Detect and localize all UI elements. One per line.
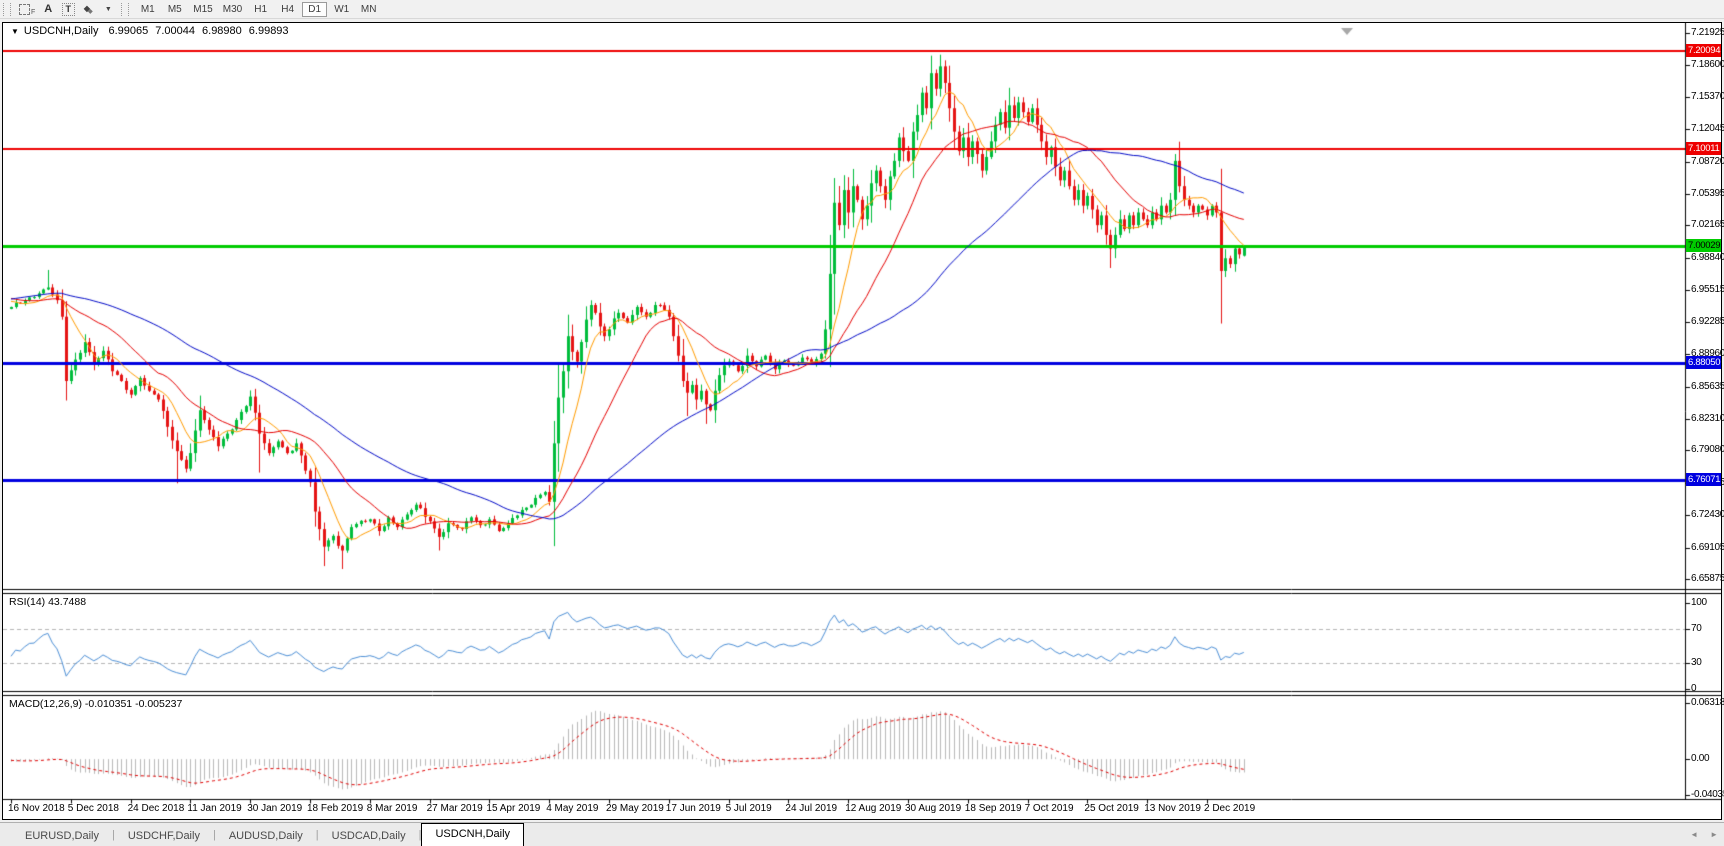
timeframe-button-d1[interactable]: D1 <box>302 1 328 17</box>
tab-scroll-controls: ◄ ► <box>1690 823 1718 846</box>
chart-canvas[interactable] <box>3 23 1721 819</box>
timeframe-toolbar: M1 M5 M15 M30 H1 H4 D1 W1 MN <box>134 0 382 18</box>
chart-window: ▼ USDCNH,Daily 6.99065 7.00044 6.98980 6… <box>2 22 1724 820</box>
timeframe-button-m30[interactable]: M30 <box>219 2 246 17</box>
boxed-letter: T <box>61 2 75 16</box>
frame-sub-label: F <box>31 8 36 16</box>
tab-usdcad-daily[interactable]: USDCAD,Daily <box>331 830 406 842</box>
tab-separator: | <box>212 829 216 841</box>
drawing-tools-group: F A T ◆ ◆ ▼ <box>16 0 118 18</box>
tab-separator: | <box>111 829 115 841</box>
timeframe-button-h4[interactable]: H4 <box>275 2 300 17</box>
timeframe-button-mn[interactable]: MN <box>356 2 381 17</box>
tab-eurusd-daily[interactable]: EURUSD,Daily <box>25 830 99 842</box>
arrows-dropdown-caret-icon[interactable]: ▼ <box>98 1 118 17</box>
toolbar-grip-2[interactable] <box>121 2 130 16</box>
timeframe-button-w1[interactable]: W1 <box>329 2 354 17</box>
cursor-tool-icon[interactable]: A <box>38 1 58 17</box>
top-toolbar: F A T ◆ ◆ ▼ M1 M5 M15 M30 H1 H4 D1 W1 MN <box>0 0 1724 19</box>
diamond-shape: ◆ <box>83 4 91 13</box>
diamond-shape-small: ◆ <box>88 9 93 15</box>
text-label-tool-icon[interactable]: T <box>58 1 78 17</box>
timeframe-button-h1[interactable]: H1 <box>248 2 273 17</box>
tab-audusd-daily[interactable]: AUDUSD,Daily <box>228 830 303 842</box>
tab-separator: | <box>418 829 422 841</box>
tab-usdcnh-daily[interactable]: USDCNH,Daily <box>421 823 525 846</box>
timeframe-button-m15[interactable]: M15 <box>189 2 216 17</box>
timeframe-button-m5[interactable]: M5 <box>162 2 187 17</box>
toolbar-grip[interactable] <box>3 2 11 16</box>
tab-usdchf-daily[interactable]: USDCHF,Daily <box>127 830 200 842</box>
timeframe-button-m1[interactable]: M1 <box>135 2 160 17</box>
chart-tab-bar: EURUSD,Daily | USDCHF,Daily | AUDUSD,Daily | U… <box>0 822 1724 846</box>
chart-window-icon[interactable]: F <box>16 1 38 17</box>
dashed-frame-shape <box>19 3 30 15</box>
tab-separator: | <box>315 829 319 841</box>
chart-tabs: EURUSD,Daily | USDCHF,Daily | AUDUSD,Daily | U… <box>0 823 1724 846</box>
caret-shape: ▼ <box>104 5 112 13</box>
tabs-scroll-right-icon[interactable]: ► <box>1710 830 1718 839</box>
arrows-tool-icon[interactable]: ◆ ◆ <box>78 1 98 17</box>
tabs-scroll-left-icon[interactable]: ◄ <box>1690 830 1699 839</box>
